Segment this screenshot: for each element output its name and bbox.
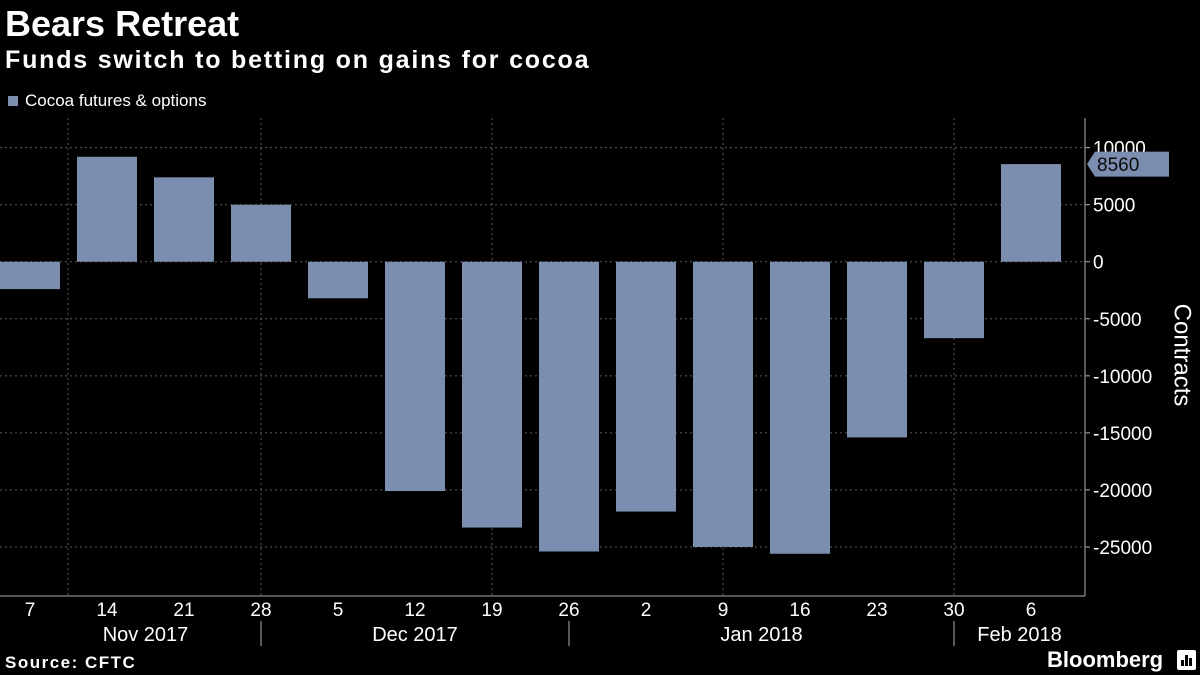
data-bar [1001, 164, 1061, 262]
y-tick-label: -25000 [1093, 538, 1152, 559]
chart-icon-bar [1181, 660, 1184, 666]
brand-logo: Bloomberg [1047, 647, 1164, 672]
x-group-label: Jan 2018 [720, 624, 802, 646]
chart-icon-bar [1189, 658, 1192, 666]
chart-subtitle: Funds switch to betting on gains for coc… [5, 46, 591, 74]
y-tick-label: 5000 [1093, 196, 1135, 217]
data-bar [231, 204, 291, 262]
x-tick-label: 2 [641, 600, 652, 621]
legend-label: Cocoa futures & options [25, 91, 207, 110]
legend: Cocoa futures & options [8, 92, 206, 109]
data-bar [616, 261, 676, 512]
x-tick-label: 28 [250, 600, 271, 621]
x-tick-label: 9 [718, 600, 729, 621]
y-tick-label: 0 [1093, 253, 1104, 274]
x-axis-month-labels: Nov 2017 Dec 2017 Jan 2018 Feb 2018 [103, 621, 1062, 646]
last-value-callout: 8560 [1087, 151, 1169, 177]
source-note: Source: CFTC [5, 653, 137, 672]
x-group-label: Dec 2017 [372, 624, 458, 646]
x-tick-label: 7 [25, 600, 36, 621]
x-tick-label: 26 [558, 600, 579, 621]
data-bar [924, 261, 984, 339]
data-bar [693, 261, 753, 547]
y-tick-label: -15000 [1093, 424, 1152, 445]
data-bar [847, 261, 907, 438]
callout-marker [1087, 151, 1169, 177]
chart-title: Bears Retreat [5, 3, 240, 44]
x-axis-tick-labels: 7 14 21 28 5 12 19 26 2 9 16 23 30 6 [25, 600, 1037, 621]
x-tick-label: 19 [481, 600, 502, 621]
x-tick-label: 12 [404, 600, 425, 621]
y-tick-label: -5000 [1093, 310, 1142, 331]
x-tick-label: 6 [1026, 600, 1037, 621]
x-group-label: Feb 2018 [977, 624, 1062, 646]
data-bar [308, 261, 368, 299]
data-bar [539, 261, 599, 552]
x-tick-label: 5 [333, 600, 344, 621]
data-bar [154, 177, 214, 262]
y-axis-title: Contracts [1169, 304, 1196, 407]
data-bar [77, 156, 137, 262]
y-tick-label: -10000 [1093, 367, 1152, 388]
y-tick-label: -20000 [1093, 481, 1152, 502]
x-tick-label: 23 [866, 600, 887, 621]
x-tick-label: 14 [96, 600, 118, 621]
data-bar [385, 261, 445, 492]
legend-swatch [8, 95, 18, 106]
chart-icon-bar [1185, 655, 1188, 666]
x-tick-label: 30 [943, 600, 964, 621]
x-group-label: Nov 2017 [103, 624, 189, 646]
x-tick-label: 16 [789, 600, 810, 621]
bar-series [0, 156, 1061, 554]
callout-value: 8560 [1097, 155, 1139, 176]
axes [0, 118, 1090, 597]
data-bar [0, 261, 60, 290]
x-tick-label: 21 [173, 600, 194, 621]
data-bar [770, 261, 830, 554]
data-bar [462, 261, 522, 528]
chart-icon [1177, 650, 1196, 670]
